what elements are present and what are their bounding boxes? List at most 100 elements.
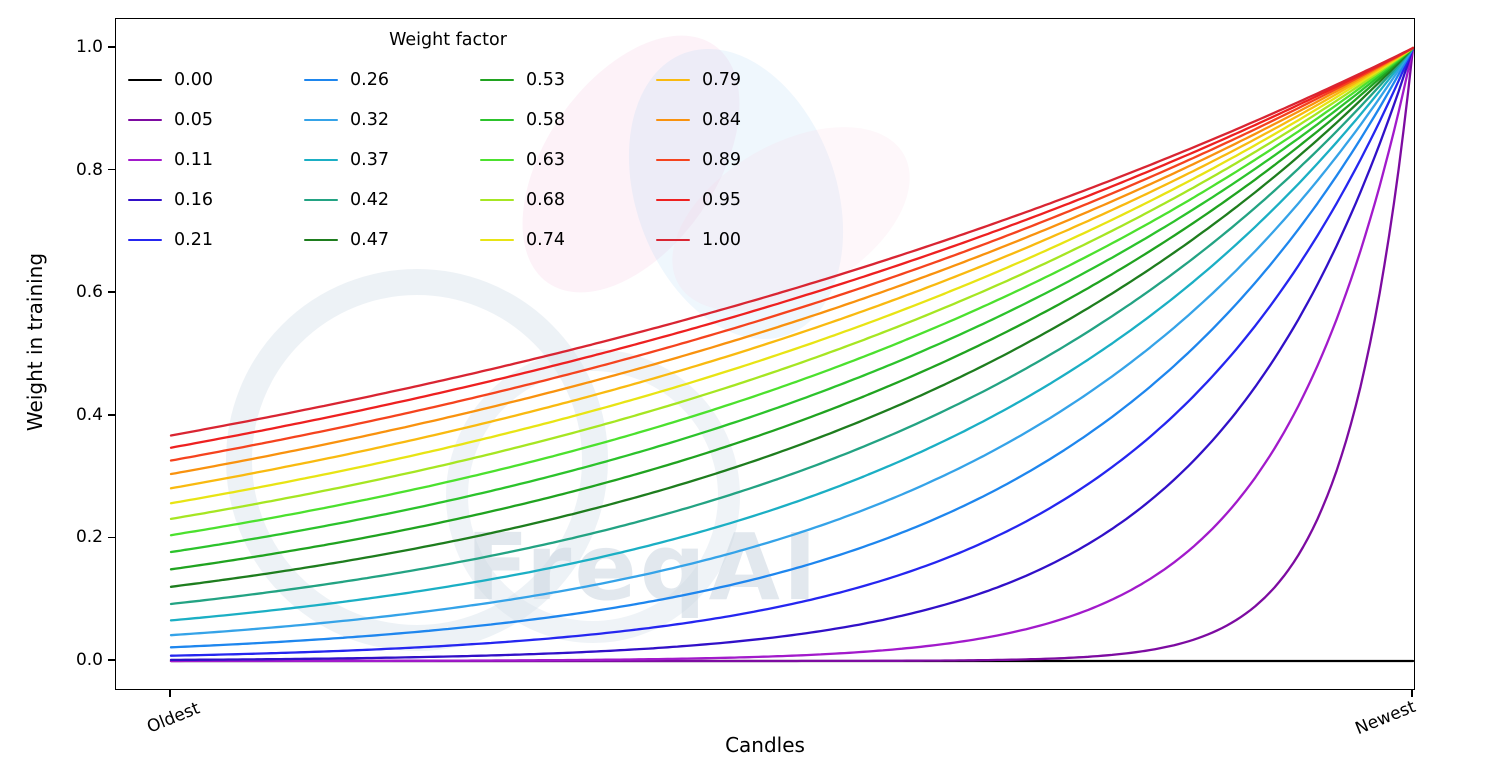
curves-svg (169, 46, 1414, 663)
y-tick-mark (108, 659, 115, 661)
legend-entry: 0.95 (656, 180, 832, 220)
legend-entry: 0.63 (480, 140, 656, 180)
legend-entry: 0.21 (128, 220, 304, 260)
legend-label: 1.00 (702, 230, 741, 250)
legend-label: 0.95 (702, 190, 741, 210)
y-tick-label: 0.6 (75, 282, 103, 303)
y-tick-mark (108, 46, 115, 48)
legend-line-sample (128, 78, 162, 82)
legend-line-sample (128, 158, 162, 162)
legend-line-sample (304, 198, 338, 202)
legend-line-sample (480, 198, 514, 202)
legend-entry: 0.47 (304, 220, 480, 260)
series-line-0.95 (169, 46, 1414, 449)
legend-grid: 0.00 0.05 0.11 0.16 0.21 0.26 0.32 0.37 0.42 0.47… (128, 60, 848, 260)
y-tick-label: 0.0 (75, 650, 103, 670)
legend-line-sample (480, 238, 514, 242)
legend-entry: 0.11 (128, 140, 304, 180)
legend-label: 0.42 (350, 190, 389, 210)
y-tick-label: 0.2 (75, 527, 103, 548)
legend-label: 0.79 (702, 70, 741, 90)
series-line-0.63 (169, 46, 1414, 537)
legend-label: 0.84 (702, 110, 741, 130)
legend-entry: 1.00 (656, 220, 832, 260)
x-tick-mark (169, 690, 171, 697)
legend-entry: 0.26 (304, 60, 480, 100)
legend-entry: 0.74 (480, 220, 656, 260)
x-tick-mark (1411, 690, 1413, 697)
series-line-0.11 (169, 46, 1414, 663)
legend-entry: 0.84 (656, 100, 832, 140)
legend-line-sample (656, 118, 690, 122)
legend-line-sample (656, 158, 690, 162)
series-line-0.37 (169, 46, 1414, 622)
legend-entry: 0.16 (128, 180, 304, 220)
y-tick-mark (108, 168, 115, 171)
legend-label: 0.53 (526, 70, 565, 90)
series-line-0.58 (169, 46, 1414, 554)
series-line-0.47 (169, 46, 1414, 588)
series-line-0.84 (169, 46, 1414, 476)
legend-line-sample (304, 118, 338, 122)
legend-label: 0.47 (350, 230, 389, 250)
legend-label: 0.68 (526, 190, 565, 210)
series-line-0.26 (169, 46, 1414, 649)
y-tick-label: 1.0 (75, 37, 103, 57)
legend-entry: 0.58 (480, 100, 656, 140)
legend-label: 0.89 (702, 150, 741, 170)
legend-line-sample (656, 238, 690, 242)
legend-line-sample (656, 78, 690, 82)
legend-label: 0.63 (526, 150, 565, 170)
series-line-1.00 (169, 46, 1414, 437)
y-tick-mark (108, 414, 115, 416)
legend-line-sample (480, 158, 514, 162)
legend-label: 0.00 (174, 70, 213, 90)
legend-line-sample (656, 198, 690, 202)
y-tick-label: 0.4 (75, 404, 103, 425)
legend-line-sample (128, 238, 162, 242)
series-line-0.68 (169, 46, 1414, 521)
legend-line-sample (304, 78, 338, 82)
legend-title: Weight factor (389, 30, 507, 50)
legend-entry: 0.05 (128, 100, 304, 140)
series-line-0.74 (169, 46, 1414, 505)
series-line-0.79 (169, 46, 1414, 490)
legend-label: 0.16 (174, 190, 213, 210)
legend-label: 0.26 (350, 70, 389, 90)
series-line-0.89 (169, 46, 1414, 462)
legend-entry: 0.53 (480, 60, 656, 100)
legend-label: 0.11 (174, 150, 213, 170)
series-line-0.53 (169, 46, 1414, 571)
legend-line-sample (128, 118, 162, 122)
y-axis-label: Weight in training (23, 252, 47, 432)
legend-line-sample (304, 158, 338, 162)
legend-label: 0.05 (174, 110, 213, 130)
series-line-0.16 (169, 46, 1414, 662)
legend-entry: 0.00 (128, 60, 304, 100)
legend-label: 0.32 (350, 110, 389, 130)
x-axis-label: Candles (725, 733, 805, 757)
legend-line-sample (128, 198, 162, 202)
legend-entry: 0.79 (656, 60, 832, 100)
legend-line-sample (304, 238, 338, 242)
series-line-0.32 (169, 46, 1414, 637)
y-tick-mark (108, 291, 115, 293)
legend-label: 0.58 (526, 110, 565, 130)
x-tick-label: Oldest (144, 698, 203, 738)
legend-label: 0.37 (350, 150, 389, 170)
legend-entry: 0.89 (656, 140, 832, 180)
series-line-0.42 (169, 46, 1414, 606)
legend-entry: 0.68 (480, 180, 656, 220)
legend-entry: 0.42 (304, 180, 480, 220)
legend-label: 0.74 (526, 230, 565, 250)
legend-label: 0.21 (174, 230, 213, 250)
legend-line-sample (480, 78, 514, 82)
legend: Weight factor 0.00 0.05 0.11 0.16 0.21 0.26 0.… (128, 30, 848, 260)
legend-entry: 0.32 (304, 100, 480, 140)
series-line-0.21 (169, 46, 1414, 657)
legend-line-sample (480, 118, 514, 122)
y-tick-label: 0.8 (75, 159, 103, 180)
legend-entry: 0.37 (304, 140, 480, 180)
y-tick-mark (108, 536, 115, 539)
